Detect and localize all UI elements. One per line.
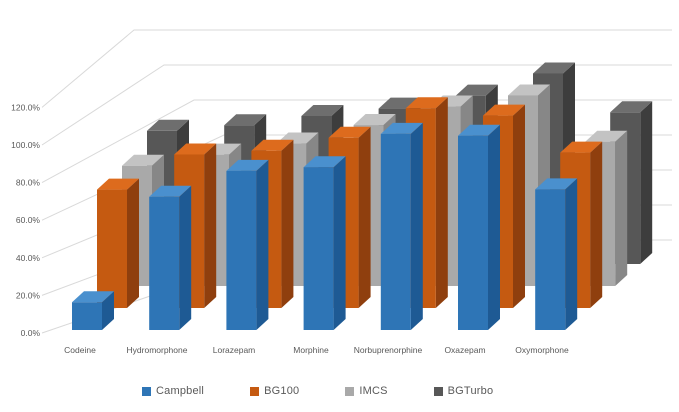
bar-top-face — [226, 159, 269, 171]
y-axis-tick-label: 120.0% — [11, 102, 40, 112]
bar-top-face — [251, 139, 294, 151]
bar-top-face — [72, 291, 114, 303]
x-axis-category-labels: Codeine Hydromorphone Lorazepam Morphine Nor… — [64, 345, 569, 355]
bar-top-face — [353, 114, 396, 126]
bar-side-face — [435, 97, 448, 308]
legend-item-imcs: IMCS — [345, 385, 387, 397]
bar-side-face — [102, 291, 114, 330]
bar-top-face — [122, 154, 164, 166]
bar-side-face — [204, 143, 217, 308]
bar-top-face — [380, 122, 423, 134]
bar-bg100-codeine — [97, 178, 139, 308]
bar-front-face — [535, 189, 566, 330]
bar-campbell-hydromorphone — [149, 185, 192, 330]
x-axis-category-label: Codeine — [64, 345, 96, 355]
bar-top-face — [149, 185, 192, 197]
bar-top-face — [455, 84, 498, 96]
bar-front-face — [97, 189, 127, 308]
x-axis-category-label: Hydromorphone — [127, 345, 188, 355]
bar-side-face — [640, 101, 653, 264]
bar-top-face — [483, 104, 525, 116]
bar-top-face — [174, 143, 217, 155]
bar-side-face — [410, 122, 423, 331]
y-axis-tick-label: 0.0% — [21, 328, 41, 338]
bar-side-face — [179, 185, 192, 330]
bar-front-face — [149, 196, 180, 330]
bar-campbell-lorazepam — [226, 159, 269, 330]
bar-side-face — [358, 126, 371, 308]
legend-label: BGTurbo — [447, 385, 494, 397]
bar-top-face — [147, 119, 189, 131]
legend-label: Campbell — [156, 385, 205, 397]
x-axis-category-label: Oxymorphone — [515, 345, 569, 355]
x-axis-category-label: Oxazepam — [444, 345, 485, 355]
bar-campbell-oxazepam — [458, 124, 500, 330]
bars — [72, 62, 653, 331]
y-axis-tick-label: 20.0% — [16, 290, 41, 300]
bar-side-face — [488, 124, 500, 330]
bar-top-face — [224, 114, 267, 126]
legend-label: BG100 — [264, 385, 300, 397]
bar-campbell-norbuprenorphine — [380, 122, 423, 331]
bar-top-face — [508, 84, 550, 96]
bar-side-face — [256, 159, 269, 330]
bar-front-face — [72, 302, 102, 330]
legend-swatch — [433, 386, 443, 396]
bar-top-face — [560, 141, 603, 153]
y-axis-tick-label: 80.0% — [16, 178, 41, 188]
legend-label: IMCS — [359, 385, 388, 397]
bar-top-face — [585, 130, 628, 142]
legend-item-campbell: Campbell — [142, 385, 204, 397]
y-axis-tick-label: 100.0% — [11, 140, 40, 150]
bar-front-face — [458, 135, 488, 330]
bar-side-face — [513, 104, 525, 308]
bar-side-face — [281, 139, 294, 308]
bar-front-face — [380, 133, 411, 330]
bar-front-face — [226, 170, 257, 330]
x-axis-category-label: Morphine — [293, 345, 329, 355]
bar-side-face — [333, 156, 346, 330]
bar-campbell-morphine — [303, 156, 346, 330]
gridline — [41, 29, 672, 108]
bar-top-face — [610, 101, 653, 113]
y-axis-tick-label: 60.0% — [16, 215, 41, 225]
chart-legend: Campbell BG100 IMCS BGTurbo — [142, 385, 493, 397]
gridline — [41, 64, 672, 146]
bar-side-face — [590, 141, 603, 308]
x-axis-category-label: Norbuprenorphine — [354, 345, 423, 355]
bar-top-face — [301, 105, 344, 116]
bar-top-face — [97, 178, 139, 190]
bar-campbell-oxymorphone — [535, 178, 578, 330]
bar-top-face — [405, 97, 448, 109]
legend-swatch — [345, 386, 355, 396]
y-axis-tick-labels: 0.0% 20.0% 40.0% 60.0% 80.0% 100.0% 120.0% — [11, 102, 40, 338]
legend-swatch — [142, 386, 151, 396]
legend-item-bg100: BG100 — [250, 385, 299, 397]
bar-side-face — [127, 178, 139, 308]
y-axis-tick-label: 40.0% — [16, 253, 41, 263]
bar-side-face — [565, 178, 578, 330]
x-axis-category-label: Lorazepam — [213, 345, 256, 355]
bar-campbell-codeine — [72, 291, 114, 330]
legend-swatch — [250, 386, 260, 396]
bar-top-face — [328, 126, 371, 138]
bar-side-face — [615, 130, 628, 286]
bar-front-face — [303, 167, 334, 330]
bar-top-face — [533, 62, 575, 74]
bar-top-face — [303, 156, 346, 168]
bar-top-face — [458, 124, 500, 136]
bar-top-face — [535, 178, 578, 190]
legend-item-bgturbo: BGTurbo — [433, 385, 494, 397]
